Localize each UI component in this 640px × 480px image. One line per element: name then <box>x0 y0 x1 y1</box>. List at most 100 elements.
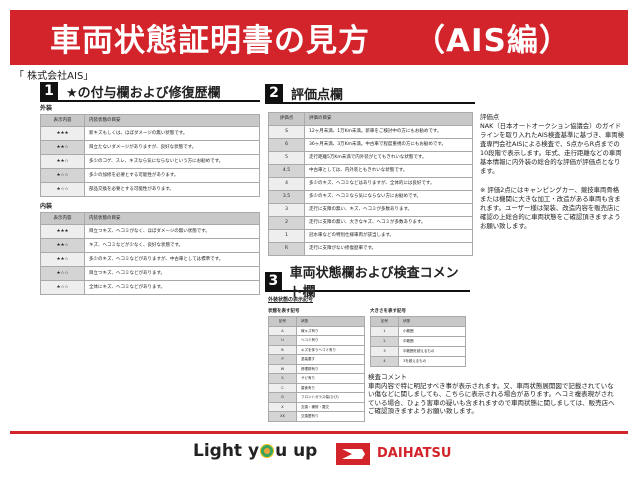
table-row: 1 小範囲 <box>370 326 466 337</box>
description-cell: 腐食有り <box>296 382 365 393</box>
size-table: 記号 状態 1 小範囲 2 中範囲 3 中範囲を超えるもの 4 3を超えるもの <box>370 316 466 367</box>
slogan-part2: u up <box>275 441 318 461</box>
column-header: 表示内容 <box>40 212 85 225</box>
key-cell: A <box>268 325 297 336</box>
description-cell: 3を超えるもの <box>398 356 466 367</box>
description-cell: 塗装要す <box>296 354 365 365</box>
table-row: U ヘコミ有り <box>268 335 365 346</box>
column-header: 内装状態の目安 <box>84 114 260 127</box>
table-header-row: 表示内容 内装状態の目安 <box>40 212 260 225</box>
table-row: X 交換・補修・要交 <box>268 401 365 412</box>
description-cell: ヘコミ有り <box>296 335 365 346</box>
column-header: 内装状態の目安 <box>84 212 260 225</box>
table-row: ★★☆ 目立たないダメージがありますが、良好な状態です。 <box>40 140 260 155</box>
column-header: 表示内容 <box>40 114 85 127</box>
description-cell: 冠水車などの特別仕様車両が該当します。 <box>304 229 473 243</box>
description-cell: 走行に支障の無い、大きなキズ、ヘコミが多数あります。 <box>304 216 473 230</box>
rating-note-title: 評価点 <box>480 113 500 121</box>
description-cell: 目立つキズ、ヘコミがなく、ほぼダメージの無い状態です。 <box>84 224 260 239</box>
table-row: W 修理跡有り <box>268 363 365 374</box>
key-cell: 3 <box>268 203 305 217</box>
section1-number: 1 <box>40 82 58 100</box>
key-cell: S <box>268 125 305 139</box>
description-cell: 多少のキズ、ヘコミなどはありますが、全体的には良好です。 <box>304 177 473 191</box>
table-row: ★☆☆ 全体にキズ、ヘコミなどがあります。 <box>40 280 260 295</box>
column-header: 評価点 <box>268 112 305 126</box>
description-cell: 12ヶ月未満、1万Km未満。新車をご検討中の方にもお勧めです。 <box>304 125 473 139</box>
inspection-comment: 検査コメント 車両内容で特に明記すべき事が表示されます。又、車両状態展開図で記載… <box>368 373 618 416</box>
exterior-table: 表示内容 内装状態の目安 ★★★ 新キズもしくは、ほぼダメージの無い状態です。 ★★☆ 目… <box>40 114 260 197</box>
table-row: B キズを伴うヘコミ有り <box>268 344 365 355</box>
key-cell: ★★☆ <box>40 252 85 267</box>
description-cell: 部品交換を必要とする可能性があります。 <box>84 182 260 197</box>
interior-table: 表示内容 内装状態の目安 ★★★ 目立つキズ、ヘコミがなく、ほぼダメージの無い状態です… <box>40 212 260 295</box>
slogan-part1: Light y <box>193 441 260 461</box>
table-header-row: 記号 状態 <box>370 316 466 327</box>
interior-label: 内装 <box>40 203 53 210</box>
slogan-o-icon <box>260 444 275 458</box>
key-cell: ★★☆ <box>40 154 85 169</box>
section2-title: 評価点欄 <box>291 87 344 103</box>
key-cell: ★☆☆ <box>40 168 85 183</box>
table-row: S 12ヶ月未満、1万Km未満。新車をご検討中の方にもお勧めです。 <box>268 125 473 139</box>
section3-subtitle: 外装状態の表示記号 <box>268 297 314 303</box>
table-row: ★☆☆ 部品交換を必要とする可能性があります。 <box>40 182 260 197</box>
table-row: 2 走行に支障の無い、大きなキズ、ヘコミが多数あります。 <box>268 216 473 230</box>
table-row: G フロントガラス傷(ひび) <box>268 392 365 403</box>
section1-heading: 1 ★の付与欄および修復歴欄 <box>40 82 260 102</box>
description-cell: 目立たないダメージがありますが、良好な状態です。 <box>84 140 260 155</box>
column-header: 評価の目安 <box>304 112 473 126</box>
slogan-logo: Light y u up <box>193 441 317 461</box>
table-row: S サビ有り <box>268 373 365 384</box>
description-cell: サビ有り <box>296 373 365 384</box>
key-cell: ★★★ <box>40 126 85 141</box>
key-cell: ★☆☆ <box>40 266 85 281</box>
description-cell: 交換歴有り <box>296 411 365 422</box>
key-cell: ★☆☆ <box>40 280 85 295</box>
description-cell: 多少の加修を必要とする可能性があります。 <box>84 168 260 183</box>
key-cell: 2 <box>268 216 305 230</box>
table-row: C 腐食有り <box>268 382 365 393</box>
table-row: ★☆☆ 目立つキズ、ヘコミなどがあります。 <box>40 266 260 281</box>
key-cell: 1 <box>268 229 305 243</box>
key-cell: 1 <box>370 326 399 337</box>
condition-label: 状態を表す記号 <box>268 309 300 314</box>
key-cell: 3 <box>370 346 399 357</box>
description-cell: 線キズ有り <box>296 325 365 336</box>
key-cell: 3.5 <box>268 190 305 204</box>
key-cell: 4 <box>268 177 305 191</box>
description-cell: 走行に支障がない修復歴車です。 <box>304 242 473 256</box>
description-cell: 36ヶ月未満、3万Km未満。中古車で程度重視の方にもお勧めです。 <box>304 138 473 152</box>
key-cell: 2 <box>370 336 399 347</box>
table-row: P 塗装要す <box>268 354 365 365</box>
table-row: 2 中範囲 <box>370 336 466 347</box>
key-cell: 6 <box>268 138 305 152</box>
key-cell: B <box>268 344 297 355</box>
table-row: ★★★ 新キズもしくは、ほぼダメージの無い状態です。 <box>40 126 260 141</box>
key-cell: C <box>268 382 297 393</box>
description-cell: キズ、ヘコミなどが少なく、良好な状態です。 <box>84 238 260 253</box>
table-row: 6 36ヶ月未満、3万Km未満。中古車で程度重視の方にもお勧めです。 <box>268 138 473 152</box>
key-cell: W <box>268 363 297 374</box>
table-row: R 走行に支障がない修復歴車です。 <box>268 242 473 256</box>
key-cell: G <box>268 392 297 403</box>
key-cell: 4.5 <box>268 164 305 178</box>
key-cell: S <box>268 373 297 384</box>
table-row: 1 冠水車などの特別仕様車両が該当します。 <box>268 229 473 243</box>
description-cell: 多少のキズ、ヘコミなら気にならない方にお勧めです。 <box>304 190 473 204</box>
section2-number: 2 <box>265 84 283 102</box>
column-header: 状態 <box>398 316 466 327</box>
description-cell: 交換・補修・要交 <box>296 401 365 412</box>
description-cell: 修理跡有り <box>296 363 365 374</box>
table-row: 3 走行に支障の無い、キズ、ヘコミが多数あります。 <box>268 203 473 217</box>
table-row: 4 3を超えるもの <box>370 356 466 367</box>
key-cell: XX <box>268 411 297 422</box>
table-row: 5 走行距離5万Km未満で内外装がとてもきれいな状態です。 <box>268 151 473 165</box>
key-cell: ★★☆ <box>40 140 85 155</box>
description-cell: 新キズもしくは、ほぼダメージの無い状態です。 <box>84 126 260 141</box>
description-cell: 中古車としては、内外装ともきれいな状態です。 <box>304 164 473 178</box>
table-header-row: 表示内容 内装状態の目安 <box>40 114 260 127</box>
description-cell: キズを伴うヘコミ有り <box>296 344 365 355</box>
table-row: 3 中範囲を超えるもの <box>370 346 466 357</box>
table-header-row: 評価点 評価の目安 <box>268 112 473 126</box>
